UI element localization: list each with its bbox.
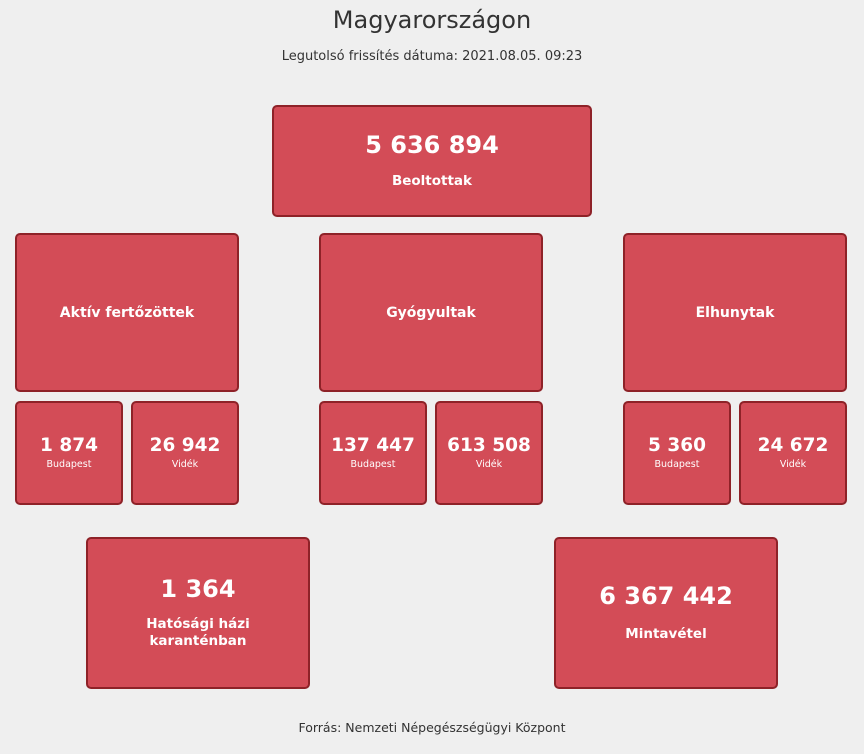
quarantine-label: Hatósági házi karanténban (146, 616, 250, 650)
quarantine-value: 1 364 (160, 574, 236, 603)
recovered-budapest-card: 137 447 Budapest (319, 401, 427, 505)
recovered-label: Gyógyultak (386, 304, 476, 321)
active-infected-label: Aktív fertőzöttek (59, 304, 195, 321)
deceased-videk-card: 24 672 Vidék (739, 401, 847, 505)
recovered-budapest-value: 137 447 (331, 434, 415, 456)
active-videk-label: Vidék (171, 459, 199, 471)
recovered-videk-label: Vidék (475, 459, 503, 471)
sampling-value: 6 367 442 (599, 582, 733, 611)
active-videk-card: 26 942 Vidék (131, 401, 239, 505)
deceased-card: Elhunytak (623, 233, 847, 392)
active-budapest-label: Budapest (46, 459, 92, 471)
vaccinated-card: 5 636 894 Beoltottak (272, 105, 592, 217)
deceased-budapest-card: 5 360 Budapest (623, 401, 731, 505)
active-videk-value: 26 942 (149, 434, 221, 456)
source-text: Forrás: Nemzeti Népegészségügyi Központ (298, 720, 566, 735)
recovered-card: Gyógyultak (319, 233, 543, 392)
sampling-label: Mintavétel (625, 625, 707, 642)
deceased-budapest-value: 5 360 (648, 434, 706, 456)
deceased-videk-label: Vidék (779, 459, 807, 471)
recovered-videk-value: 613 508 (447, 434, 531, 456)
sampling-card: 6 367 442 Mintavétel (554, 537, 778, 689)
recovered-videk-card: 613 508 Vidék (435, 401, 543, 505)
recovered-budapest-label: Budapest (350, 459, 396, 471)
vaccinated-label: Beoltottak (391, 172, 473, 189)
active-budapest-value: 1 874 (40, 434, 98, 456)
active-budapest-card: 1 874 Budapest (15, 401, 123, 505)
page-title: Magyarországon (332, 6, 532, 34)
active-infected-card: Aktív fertőzöttek (15, 233, 239, 392)
quarantine-card: 1 364 Hatósági házi karanténban (86, 537, 310, 689)
deceased-budapest-label: Budapest (654, 459, 700, 471)
vaccinated-value: 5 636 894 (365, 131, 499, 160)
last-update-text: Legutolsó frissítés dátuma: 2021.08.05. … (281, 49, 583, 64)
deceased-videk-value: 24 672 (757, 434, 829, 456)
deceased-label: Elhunytak (695, 304, 775, 321)
